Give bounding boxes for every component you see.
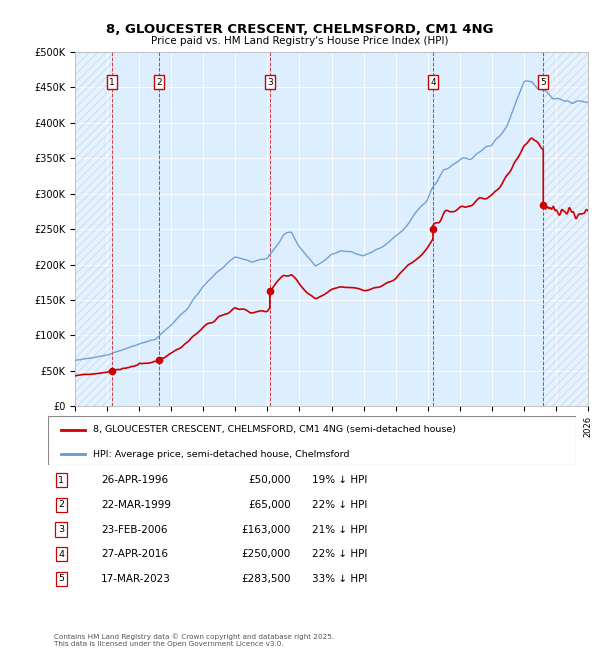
Text: 8, GLOUCESTER CRESCENT, CHELMSFORD, CM1 4NG (semi-detached house): 8, GLOUCESTER CRESCENT, CHELMSFORD, CM1 … [93,425,456,434]
Text: 2: 2 [156,77,161,86]
Text: £50,000: £50,000 [248,475,291,486]
Text: 8, GLOUCESTER CRESCENT, CHELMSFORD, CM1 4NG: 8, GLOUCESTER CRESCENT, CHELMSFORD, CM1 … [106,23,494,36]
FancyBboxPatch shape [48,416,576,465]
Text: £250,000: £250,000 [242,549,291,559]
Text: 5: 5 [541,77,546,86]
Text: 22% ↓ HPI: 22% ↓ HPI [312,500,367,510]
Text: HPI: Average price, semi-detached house, Chelmsford: HPI: Average price, semi-detached house,… [93,450,349,458]
Text: 27-APR-2016: 27-APR-2016 [101,549,168,559]
Bar [75,52,112,406]
Text: 4: 4 [430,77,436,86]
Text: 5: 5 [58,575,64,584]
Bar [543,52,588,406]
Text: 3: 3 [58,525,64,534]
Text: 22-MAR-1999: 22-MAR-1999 [101,500,171,510]
Text: 21% ↓ HPI: 21% ↓ HPI [312,525,367,535]
Text: £163,000: £163,000 [242,525,291,535]
Text: £283,500: £283,500 [241,574,291,584]
Text: 3: 3 [267,77,272,86]
Text: £65,000: £65,000 [248,500,291,510]
Text: 17-MAR-2023: 17-MAR-2023 [101,574,170,584]
Text: Price paid vs. HM Land Registry's House Price Index (HPI): Price paid vs. HM Land Registry's House … [151,36,449,46]
Text: 23-FEB-2006: 23-FEB-2006 [101,525,167,535]
Text: 19% ↓ HPI: 19% ↓ HPI [312,475,367,486]
Text: 22% ↓ HPI: 22% ↓ HPI [312,549,367,559]
Text: Contains HM Land Registry data © Crown copyright and database right 2025.
This d: Contains HM Land Registry data © Crown c… [54,633,334,647]
Text: 26-APR-1996: 26-APR-1996 [101,475,168,486]
Text: 33% ↓ HPI: 33% ↓ HPI [312,574,367,584]
Text: 1: 1 [58,476,64,485]
Text: 2: 2 [58,500,64,510]
Text: 4: 4 [58,550,64,559]
Text: 1: 1 [109,77,115,86]
